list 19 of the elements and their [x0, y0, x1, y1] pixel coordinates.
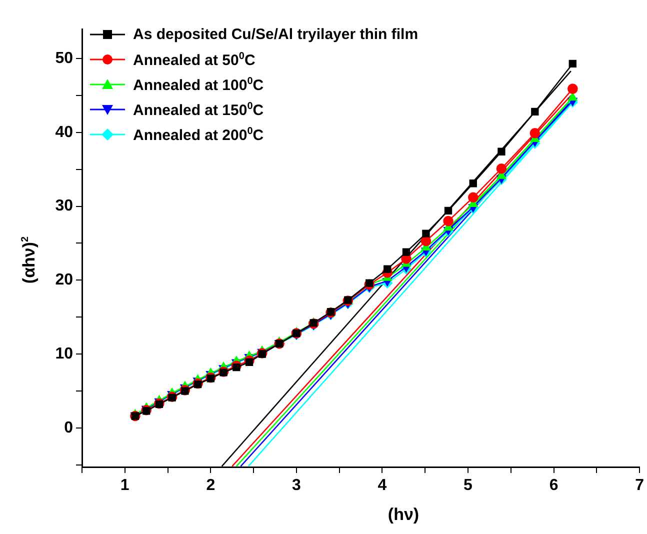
- x-tick-label: 5: [464, 477, 473, 494]
- y-tick-label: 40: [55, 124, 74, 141]
- y-tick-label: 30: [55, 198, 74, 215]
- x-tick-label: 2: [206, 477, 216, 494]
- x-tick-label: 7: [635, 477, 644, 494]
- y-tick-label: 20: [55, 272, 74, 289]
- legend-label: Annealed at 50$^{0}$C: [133, 50, 256, 68]
- y-tick-label: 0: [64, 419, 74, 436]
- legend-label: Annealed at 150$^{0}$C: [133, 100, 264, 118]
- legend-label: As deposited Cu/Se/Al tryilayer thin film: [133, 26, 418, 43]
- x-tick-label: 3: [292, 477, 301, 494]
- x-tick-label: 6: [549, 477, 558, 494]
- y-tick-label: 50: [55, 50, 74, 67]
- x-axis-title: (hν): [386, 505, 420, 525]
- legend-label: Annealed at 200$^{0}$C: [133, 126, 264, 144]
- x-tick-label: 1: [120, 477, 130, 494]
- x-tick-label: 4: [378, 477, 387, 494]
- legend-label: Annealed at 100$^{0}$C: [133, 76, 264, 94]
- y-tick-label: 10: [55, 345, 74, 362]
